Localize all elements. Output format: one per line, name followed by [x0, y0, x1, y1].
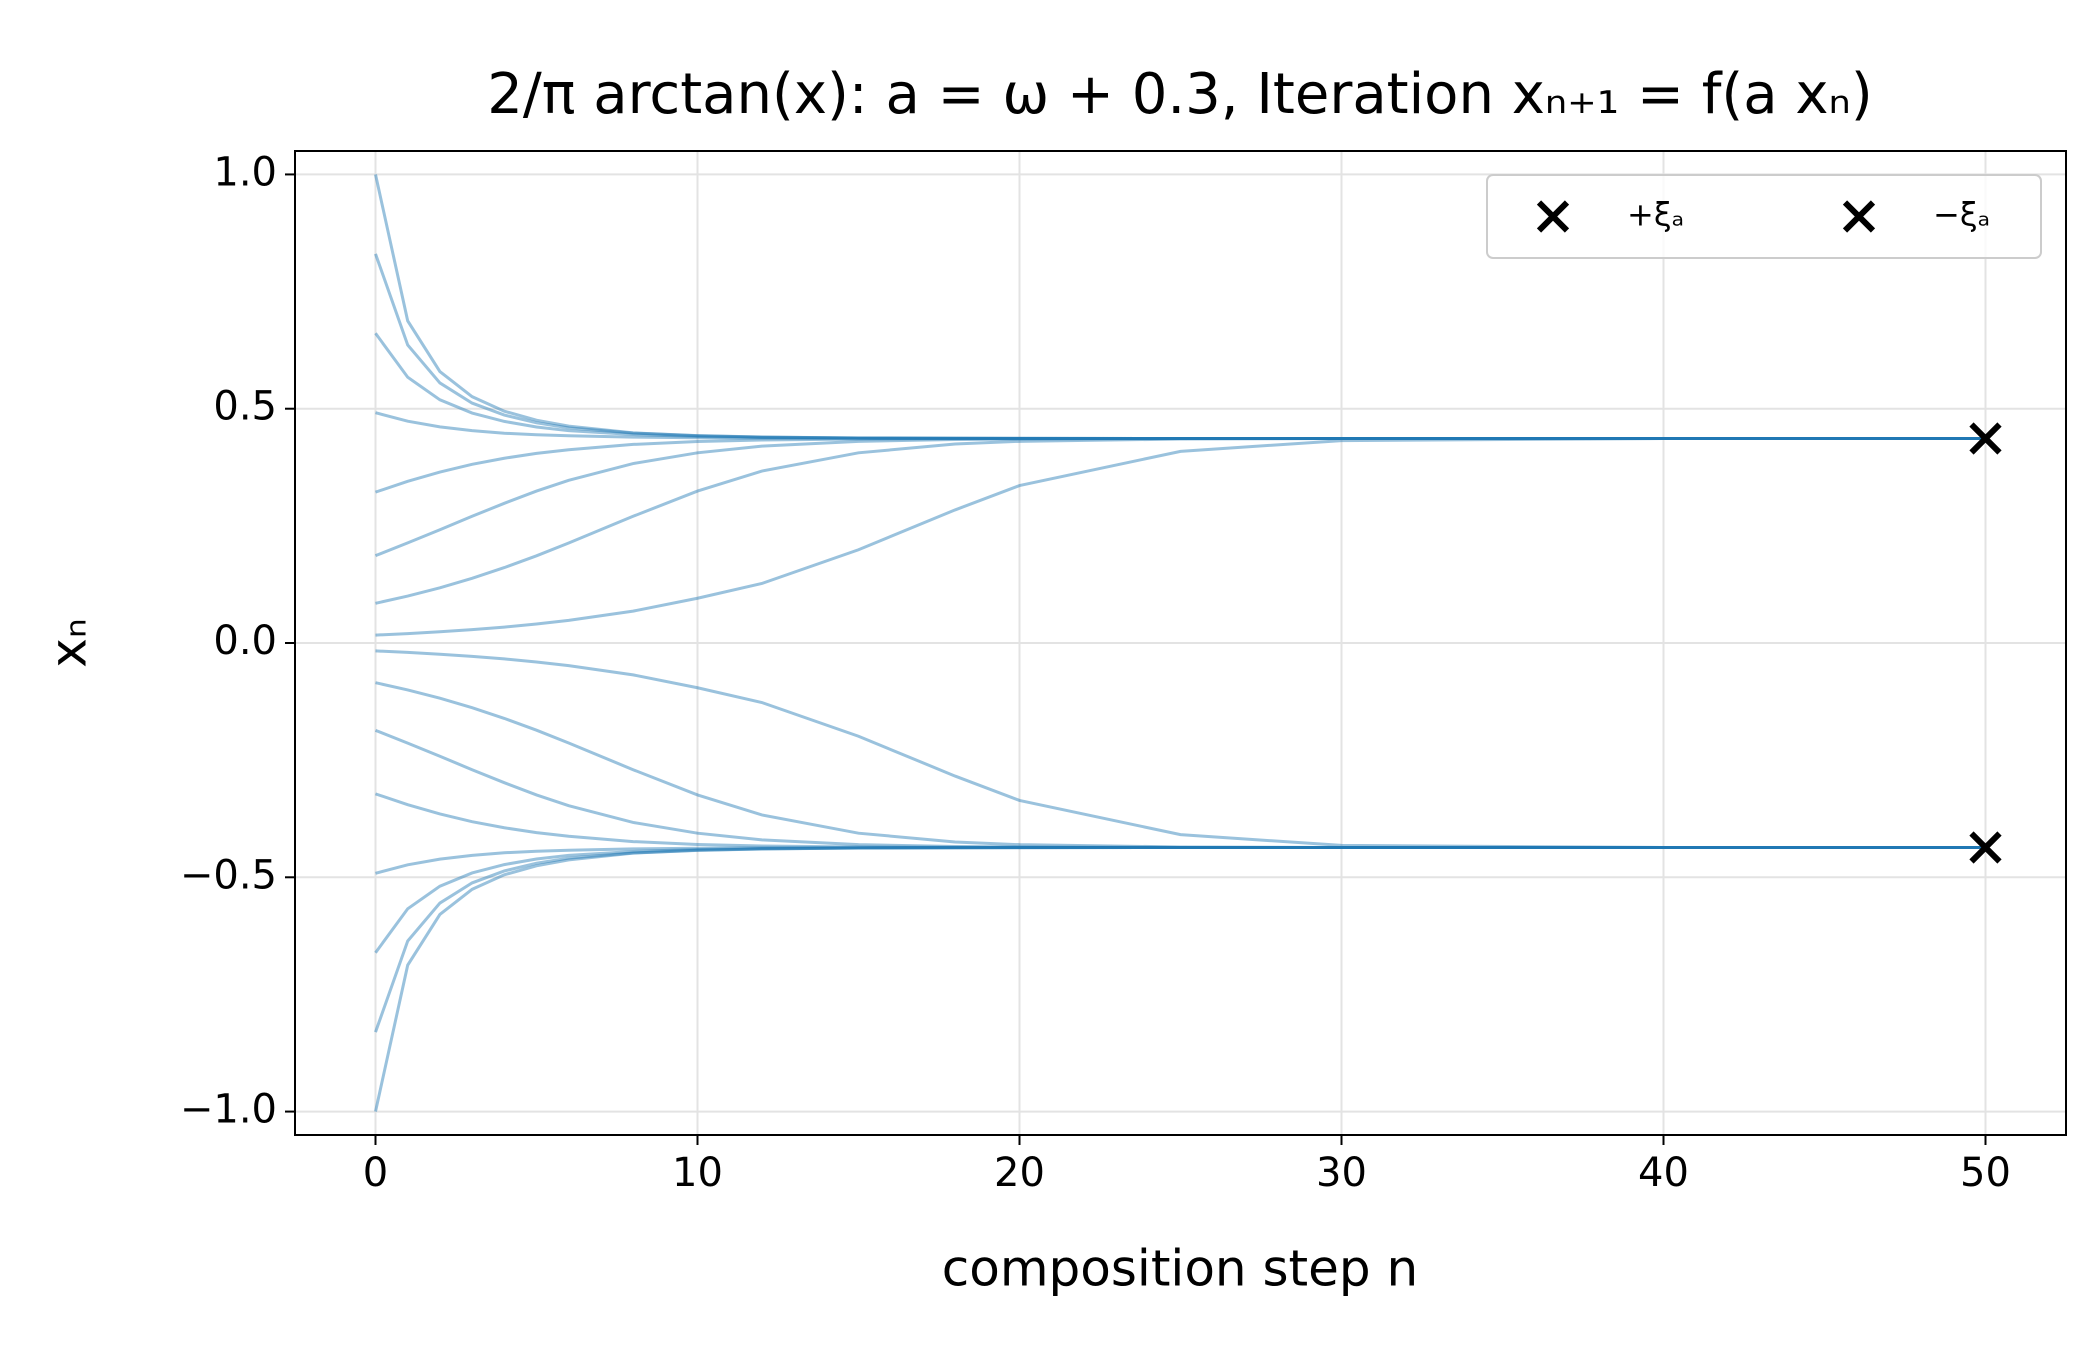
trajectory-line	[374, 846, 1986, 954]
y-tick-label: 1.0	[213, 149, 277, 195]
trajectory-line	[374, 436, 1986, 558]
trajectory-line	[374, 846, 1986, 1033]
trajectory-line	[374, 332, 1986, 440]
x-marker-stroke	[1842, 200, 1876, 233]
legend-label: −ξₐ	[1933, 196, 1990, 234]
x-tick-label: 50	[1960, 1150, 2011, 1196]
fixed-point-marker	[1969, 422, 2002, 455]
trajectory-line	[375, 436, 1986, 605]
x-tick-label: 10	[672, 1150, 723, 1196]
x-tick-label: 0	[363, 1150, 388, 1196]
y-tick-label: −1.0	[180, 1087, 277, 1133]
trajectory-line	[374, 846, 1986, 1112]
x-marker-stroke	[1969, 422, 2002, 455]
trajectory-line	[375, 846, 1986, 875]
plot-frame	[294, 150, 2067, 1136]
chart-title: 2/π arctan(x): a = ω + 0.3, Iteration xₙ…	[487, 62, 1872, 127]
trajectory-line	[375, 411, 1986, 440]
trajectory-line	[375, 649, 1986, 850]
trajectory-line	[375, 681, 1986, 850]
trajectory-line	[374, 174, 1986, 440]
y-axis-label: xₙ	[40, 618, 98, 668]
legend-label: +ξₐ	[1627, 196, 1684, 234]
trajectory-line	[374, 728, 1986, 850]
trajectory-line	[375, 436, 1986, 494]
legend-box	[1486, 174, 2042, 259]
x-marker-stroke	[1969, 831, 2002, 864]
x-tick-label: 20	[994, 1150, 1045, 1196]
trajectory-line	[375, 792, 1986, 850]
trajectory-line	[375, 436, 1986, 637]
x-tick-label: 40	[1638, 1150, 1689, 1196]
y-tick-label: 0.5	[213, 384, 277, 430]
x-axis-label: composition step n	[942, 1240, 1418, 1298]
fixed-point-marker	[1969, 831, 2002, 864]
y-tick-label: −0.5	[180, 852, 277, 898]
x-tick-label: 30	[1316, 1150, 1367, 1196]
legend-marker	[1536, 200, 1570, 233]
y-tick-label: 0.0	[213, 618, 277, 664]
trajectory-line	[374, 253, 1986, 440]
x-marker-stroke	[1536, 200, 1570, 233]
legend-marker	[1842, 200, 1876, 233]
